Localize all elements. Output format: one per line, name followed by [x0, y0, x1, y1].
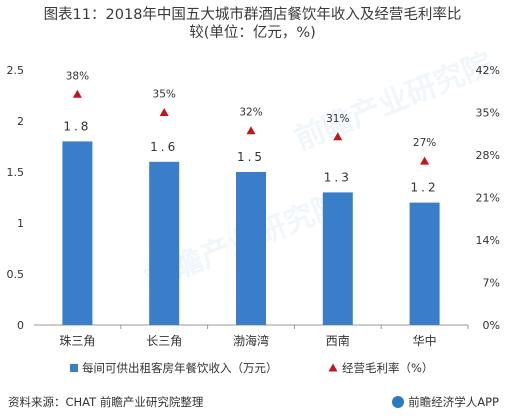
x-category-label: 西南: [326, 333, 350, 348]
brand-credit: 前瞻经济学人APP: [392, 394, 499, 410]
margin-marker: [246, 126, 256, 135]
bar-value-label: 1.2: [411, 181, 439, 195]
margin-value-label: 27%: [413, 137, 436, 149]
y-right-tick-label: 21%: [476, 192, 500, 205]
x-category-label: 长三角: [146, 334, 182, 348]
legend-marker-label: 经营毛利率（%）: [342, 361, 433, 375]
bar: [149, 161, 180, 325]
y-left-tick-label: 2.5: [7, 64, 25, 77]
y-right-tick-label: 28%: [476, 149, 500, 162]
margin-value-label: 31%: [326, 113, 349, 125]
y-right-tick-label: 42%: [476, 64, 500, 77]
y-left-tick-label: 1: [17, 217, 24, 230]
chart-title-line-2: 较(单位：亿元，%): [189, 25, 316, 41]
bar: [236, 172, 266, 325]
bar: [62, 141, 93, 325]
margin-marker: [420, 156, 430, 165]
y-left-tick-label: 2: [17, 115, 24, 128]
y-left-tick-label: 0.5: [7, 268, 25, 281]
bar-value-label: 1.8: [63, 119, 91, 133]
y-right-tick-label: 0%: [483, 319, 500, 332]
bar-value-label: 1.6: [150, 140, 178, 154]
brand-label: 前瞻经济学人APP: [408, 395, 499, 409]
x-category-label: 渤海湾: [233, 333, 269, 348]
x-category-label: 珠三角: [59, 334, 95, 348]
y-right-tick-label: 7%: [483, 277, 500, 290]
bar: [409, 202, 440, 325]
margin-value-label: 32%: [239, 107, 262, 119]
margin-marker: [333, 132, 343, 141]
bar: [322, 192, 353, 325]
y-left-tick-label: 0: [17, 319, 24, 332]
margin-value-label: 35%: [153, 89, 176, 101]
legend-marker-swatch: [328, 363, 338, 372]
brand-logo-icon: [392, 396, 405, 408]
margin-marker: [72, 89, 82, 98]
bar-value-label: 1.5: [237, 150, 265, 164]
y-right-tick-label: 14%: [476, 234, 500, 247]
source-note: 资料来源：CHAT 前瞻产业研究院整理: [8, 395, 204, 409]
chart-title: 图表11：2018年中国五大城市群酒店餐饮年收入及经营毛利率比 较(单位：亿元，…: [0, 6, 505, 42]
margin-marker: [159, 108, 169, 116]
x-category-label: 华中: [413, 333, 437, 348]
y-left-tick-label: 1.5: [7, 166, 25, 179]
legend-bar-swatch: [70, 364, 78, 372]
y-right-tick-label: 35%: [476, 107, 500, 120]
legend-bar-label: 每间可供出租客房年餐饮收入（万元）: [82, 361, 278, 375]
bar-value-label: 1.3: [324, 170, 352, 184]
chart-title-line-1: 图表11：2018年中国五大城市群酒店餐饮年收入及经营毛利率比: [43, 7, 462, 23]
margin-value-label: 38%: [66, 70, 89, 82]
watermark-text: 前瞻产业研究院: [290, 46, 498, 157]
